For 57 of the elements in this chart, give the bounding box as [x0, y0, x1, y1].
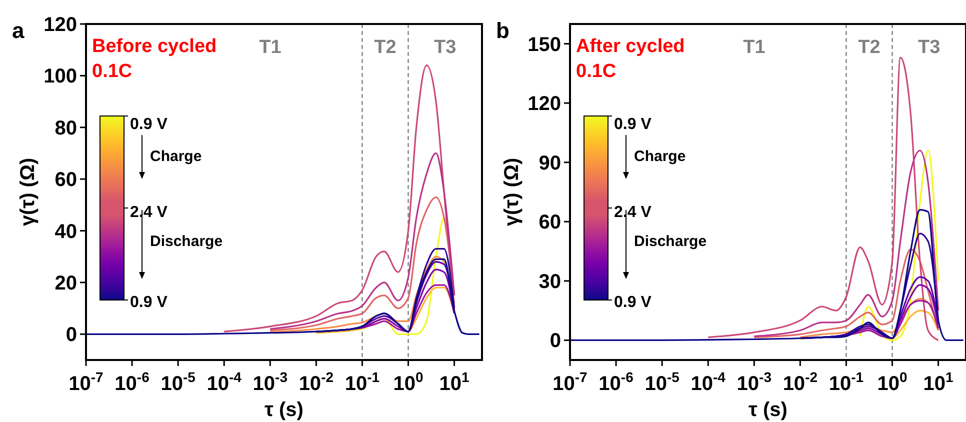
x-tick-label: 10$^{0}$: [393, 369, 424, 395]
annotation: T3: [918, 37, 940, 58]
annotation: After cycled: [576, 36, 685, 57]
x-tick-label: 10$^{-1}$: [828, 369, 864, 395]
x-tick-label: 10$^{1}$: [439, 369, 470, 395]
y-axis-title: γ(τ) (Ω): [501, 158, 523, 226]
annotation: T1: [743, 37, 766, 58]
chart-title: b: [496, 18, 510, 43]
annotation: 0.1C: [576, 61, 616, 82]
annotation: 0.1C: [92, 61, 132, 82]
y-tick-label: 100: [44, 66, 77, 88]
y-tick-label: 80: [54, 117, 77, 140]
x-tick-label: 10$^{-4}$: [206, 369, 242, 395]
x-tick-label: 10$^{-7}$: [552, 369, 588, 395]
x-tick-label: 10$^{1}$: [923, 369, 954, 395]
y-tick-label: 120: [44, 14, 77, 36]
y-tick-label: 40: [54, 220, 77, 243]
y-tick-label: 120: [528, 93, 561, 116]
x-axis-title: τ (s): [264, 399, 304, 421]
y-tick-label: 30: [538, 270, 561, 293]
annotation: T1: [259, 37, 282, 58]
y-tick-label: 90: [538, 152, 561, 174]
y-tick-label: 60: [54, 169, 77, 192]
annotation: Discharge: [634, 233, 707, 250]
chart-title: a: [12, 18, 25, 43]
annotation: 0.9 V: [130, 294, 168, 311]
annotation: Before cycled: [92, 36, 217, 57]
x-tick-label: 10$^{-6}$: [114, 369, 150, 395]
y-tick-label: 0: [550, 330, 561, 352]
x-tick-label: 10$^{-3}$: [736, 369, 772, 395]
y-axis-title: γ(τ) (Ω): [17, 158, 39, 226]
annotation: 0.9 V: [614, 294, 652, 311]
x-tick-label: 10$^{-1}$: [344, 369, 380, 395]
x-tick-label: 10$^{-5}$: [160, 369, 196, 395]
y-tick-label: 150: [528, 34, 561, 56]
x-tick-label: 10$^{-5}$: [644, 369, 680, 395]
annotation: T2: [858, 37, 880, 58]
y-tick-label: 20: [54, 272, 77, 294]
x-axis-title: τ (s): [748, 399, 788, 421]
annotation: T3: [434, 37, 456, 58]
x-tick-label: 10$^{-3}$: [252, 369, 288, 395]
annotation: 0.9 V: [130, 116, 168, 133]
x-tick-label: 10$^{-7}$: [68, 369, 104, 395]
x-tick-label: 10$^{0}$: [877, 369, 908, 395]
x-tick-label: 10$^{-2}$: [782, 369, 818, 395]
y-tick-label: 60: [538, 212, 561, 234]
annotation: 2.4 V: [614, 204, 652, 221]
x-tick-label: 10$^{-4}$: [690, 369, 726, 395]
annotation: T2: [374, 37, 396, 58]
annotation: Charge: [150, 148, 202, 165]
annotation: Discharge: [150, 233, 223, 250]
annotation: Charge: [634, 148, 686, 165]
annotation: 2.4 V: [130, 204, 168, 221]
x-tick-label: 10$^{-6}$: [598, 369, 634, 395]
annotation: 0.9 V: [614, 116, 652, 133]
y-tick-label: 0: [66, 324, 77, 346]
x-tick-label: 10$^{-2}$: [298, 369, 334, 395]
